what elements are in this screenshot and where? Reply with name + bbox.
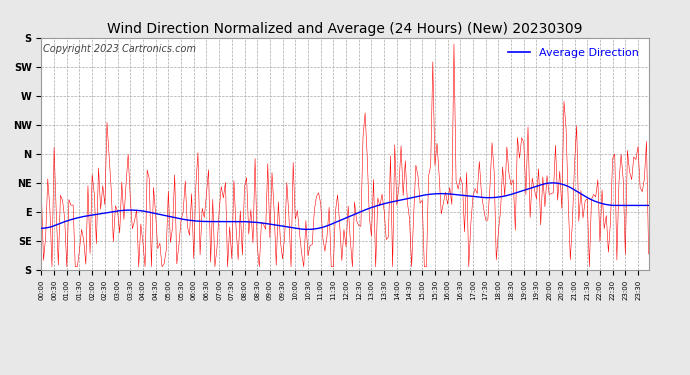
Title: Wind Direction Normalized and Average (24 Hours) (New) 20230309: Wind Direction Normalized and Average (2… — [107, 22, 583, 36]
Text: Copyright 2023 Cartronics.com: Copyright 2023 Cartronics.com — [43, 45, 195, 54]
Legend: Average Direction: Average Direction — [503, 43, 643, 62]
